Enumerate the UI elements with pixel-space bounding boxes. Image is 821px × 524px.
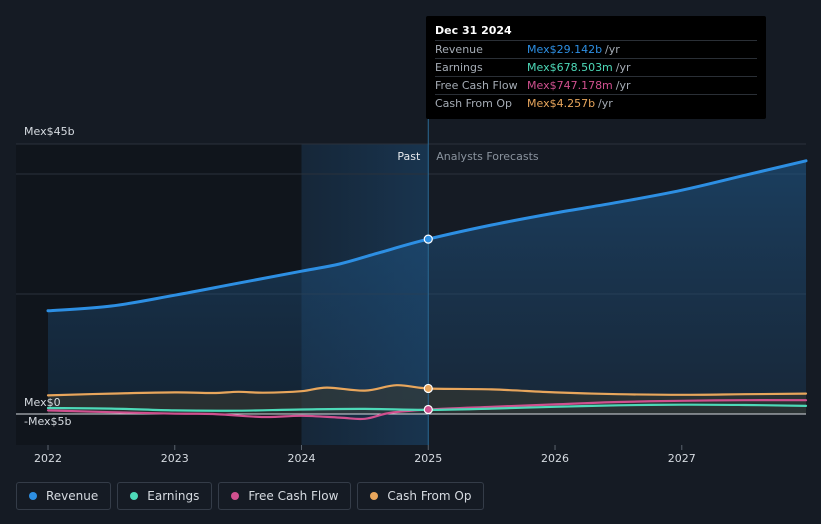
past-region-label: Past <box>397 150 421 163</box>
legend-dot-icon <box>130 492 139 500</box>
legend-dot-icon <box>29 492 37 500</box>
tooltip-unit: /yr <box>615 61 631 74</box>
tooltip-row-free-cash-flow: Free Cash Flow Mex$747.178m /yr <box>435 76 757 94</box>
y-axis-top-label: Mex$45b <box>24 125 75 138</box>
legend-item-earnings[interactable]: Earnings <box>117 482 213 510</box>
tooltip-row-earnings: Earnings Mex$678.503m /yr <box>435 58 757 76</box>
tooltip-date: Dec 31 2024 <box>435 24 512 37</box>
tooltip-value: Mex$4.257b <box>527 97 596 110</box>
legend-item-cash-from-op[interactable]: Cash From Op <box>357 482 485 510</box>
forecast-region-label: Analysts Forecasts <box>436 150 539 163</box>
tooltip-value: Mex$29.142b <box>527 43 603 56</box>
tooltip-unit: /yr <box>598 97 613 110</box>
tooltip-row-revenue: Revenue Mex$29.142b /yr <box>435 40 757 58</box>
x-tick-label: 2026 <box>541 452 569 465</box>
tooltip-label: Revenue <box>435 43 483 56</box>
hover-tooltip: Dec 31 2024 Revenue Mex$29.142b /yr Earn… <box>426 16 766 119</box>
revenue-area-fill <box>48 160 806 414</box>
marker-free-cash-flow <box>423 404 433 415</box>
x-tick-label: 2023 <box>161 452 189 465</box>
tooltip-label: Cash From Op <box>435 97 513 110</box>
x-tick-label: 2024 <box>288 452 316 465</box>
y-axis-zero-label: Mex$0 <box>24 396 61 409</box>
tooltip-label: Free Cash Flow <box>435 79 518 92</box>
legend-item-free-cash-flow[interactable]: Free Cash Flow <box>218 482 352 510</box>
legend-label: Earnings <box>147 489 200 503</box>
legend-dot-icon <box>370 492 379 500</box>
legend-label: Free Cash Flow <box>248 489 339 503</box>
x-tick-label: 2022 <box>34 452 62 465</box>
x-tick-label: 2027 <box>668 452 696 465</box>
tooltip-value: Mex$678.503m <box>527 61 613 74</box>
marker-revenue <box>423 234 433 244</box>
x-tick-label: 2025 <box>414 452 442 465</box>
hover-markers <box>423 234 433 415</box>
series-line-revenue <box>46 159 808 313</box>
legend-label: Revenue <box>46 489 99 503</box>
tooltip-row-cash-from-op: Cash From Op Mex$4.257b /yr <box>435 94 757 112</box>
marker-cash-from-op <box>423 383 433 394</box>
series-line-cash-from-op <box>46 384 808 397</box>
x-axis-ticks: 2022 2023 2024 2025 2026 2027 <box>34 445 696 465</box>
tooltip-label: Earnings <box>435 61 483 74</box>
y-axis-bottom-label: -Mex$5b <box>24 415 72 428</box>
series-line-free-cash-flow <box>46 399 808 421</box>
legend-item-revenue[interactable]: Revenue <box>16 482 112 510</box>
tooltip-value: Mex$747.178m <box>527 79 613 92</box>
tooltip-unit: /yr <box>615 79 631 92</box>
tooltip-unit: /yr <box>605 43 620 56</box>
legend-dot-icon <box>231 492 240 500</box>
chart-legend: Revenue Earnings Free Cash Flow Cash Fro… <box>16 482 485 510</box>
legend-label: Cash From Op <box>387 489 472 503</box>
